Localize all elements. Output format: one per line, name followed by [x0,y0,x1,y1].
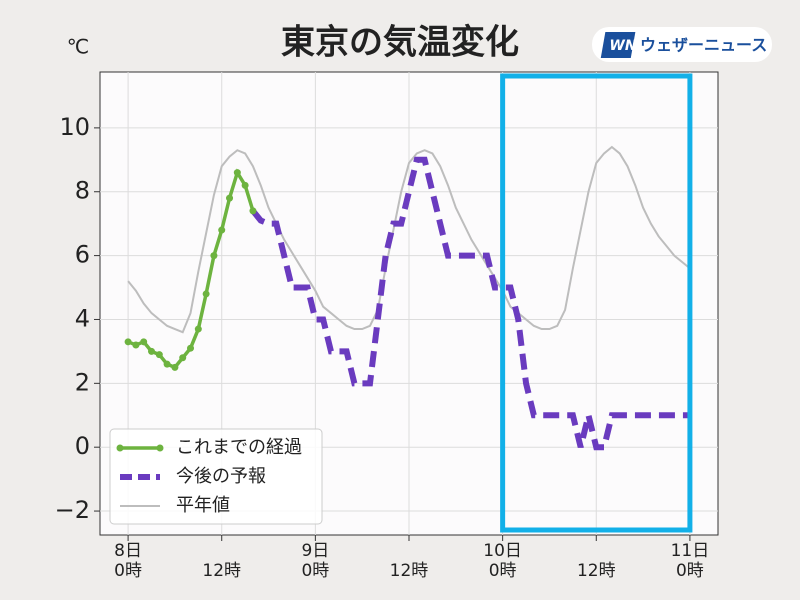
series-line [250,156,690,451]
y-tick-label: 6 [75,241,90,269]
series-dot [124,338,132,346]
series-dot [140,338,148,346]
x-tick-label: 12時 [202,561,242,581]
y-tick-label: −2 [55,496,90,524]
legend-dot [156,444,164,452]
legend-label: 平年値 [176,495,230,516]
series-dot [218,226,226,234]
series-dot [155,351,163,359]
x-tick-label: 9日 0時 [301,541,330,581]
y-tick-label: 2 [75,368,90,396]
x-tick-label: 10日 0時 [483,541,522,581]
y-unit: ℃ [67,35,89,59]
chart-title: 東京の気温変化 [281,23,519,63]
brand-name: ウェザーニュース [640,36,767,55]
legend-box [109,428,323,525]
series-dot [187,344,195,352]
series-dot [241,181,249,189]
brand-icon [600,32,636,58]
series-dot [163,360,171,368]
y-tick-label: 0 [75,432,90,460]
series-dot [202,290,210,298]
x-tick-label: 12時 [576,561,616,581]
series-dot [194,325,202,333]
x-tick-label: 8日 0時 [114,541,142,581]
series-dot [226,194,234,202]
brand-icon-text: WN [609,38,636,54]
series-dot [132,341,140,349]
legend-label: これまでの経過 [176,437,302,458]
x-tick-label: 11日 0時 [670,541,710,581]
brand-badge [592,27,772,62]
y-tick-label: 10 [59,113,90,141]
series-dot [249,207,257,215]
legend-label: 今後の予報 [176,466,266,487]
series-dot [210,252,218,260]
legend-dot [116,444,124,452]
series-dot [171,363,179,371]
highlight-box [500,73,693,533]
x-tick-label: 12時 [389,561,429,581]
series-line [127,145,691,334]
y-tick-label: 4 [75,304,90,332]
series-dot [179,354,187,362]
series-dot [233,169,241,177]
y-tick-label: 8 [75,177,90,205]
series-dot [148,347,155,355]
